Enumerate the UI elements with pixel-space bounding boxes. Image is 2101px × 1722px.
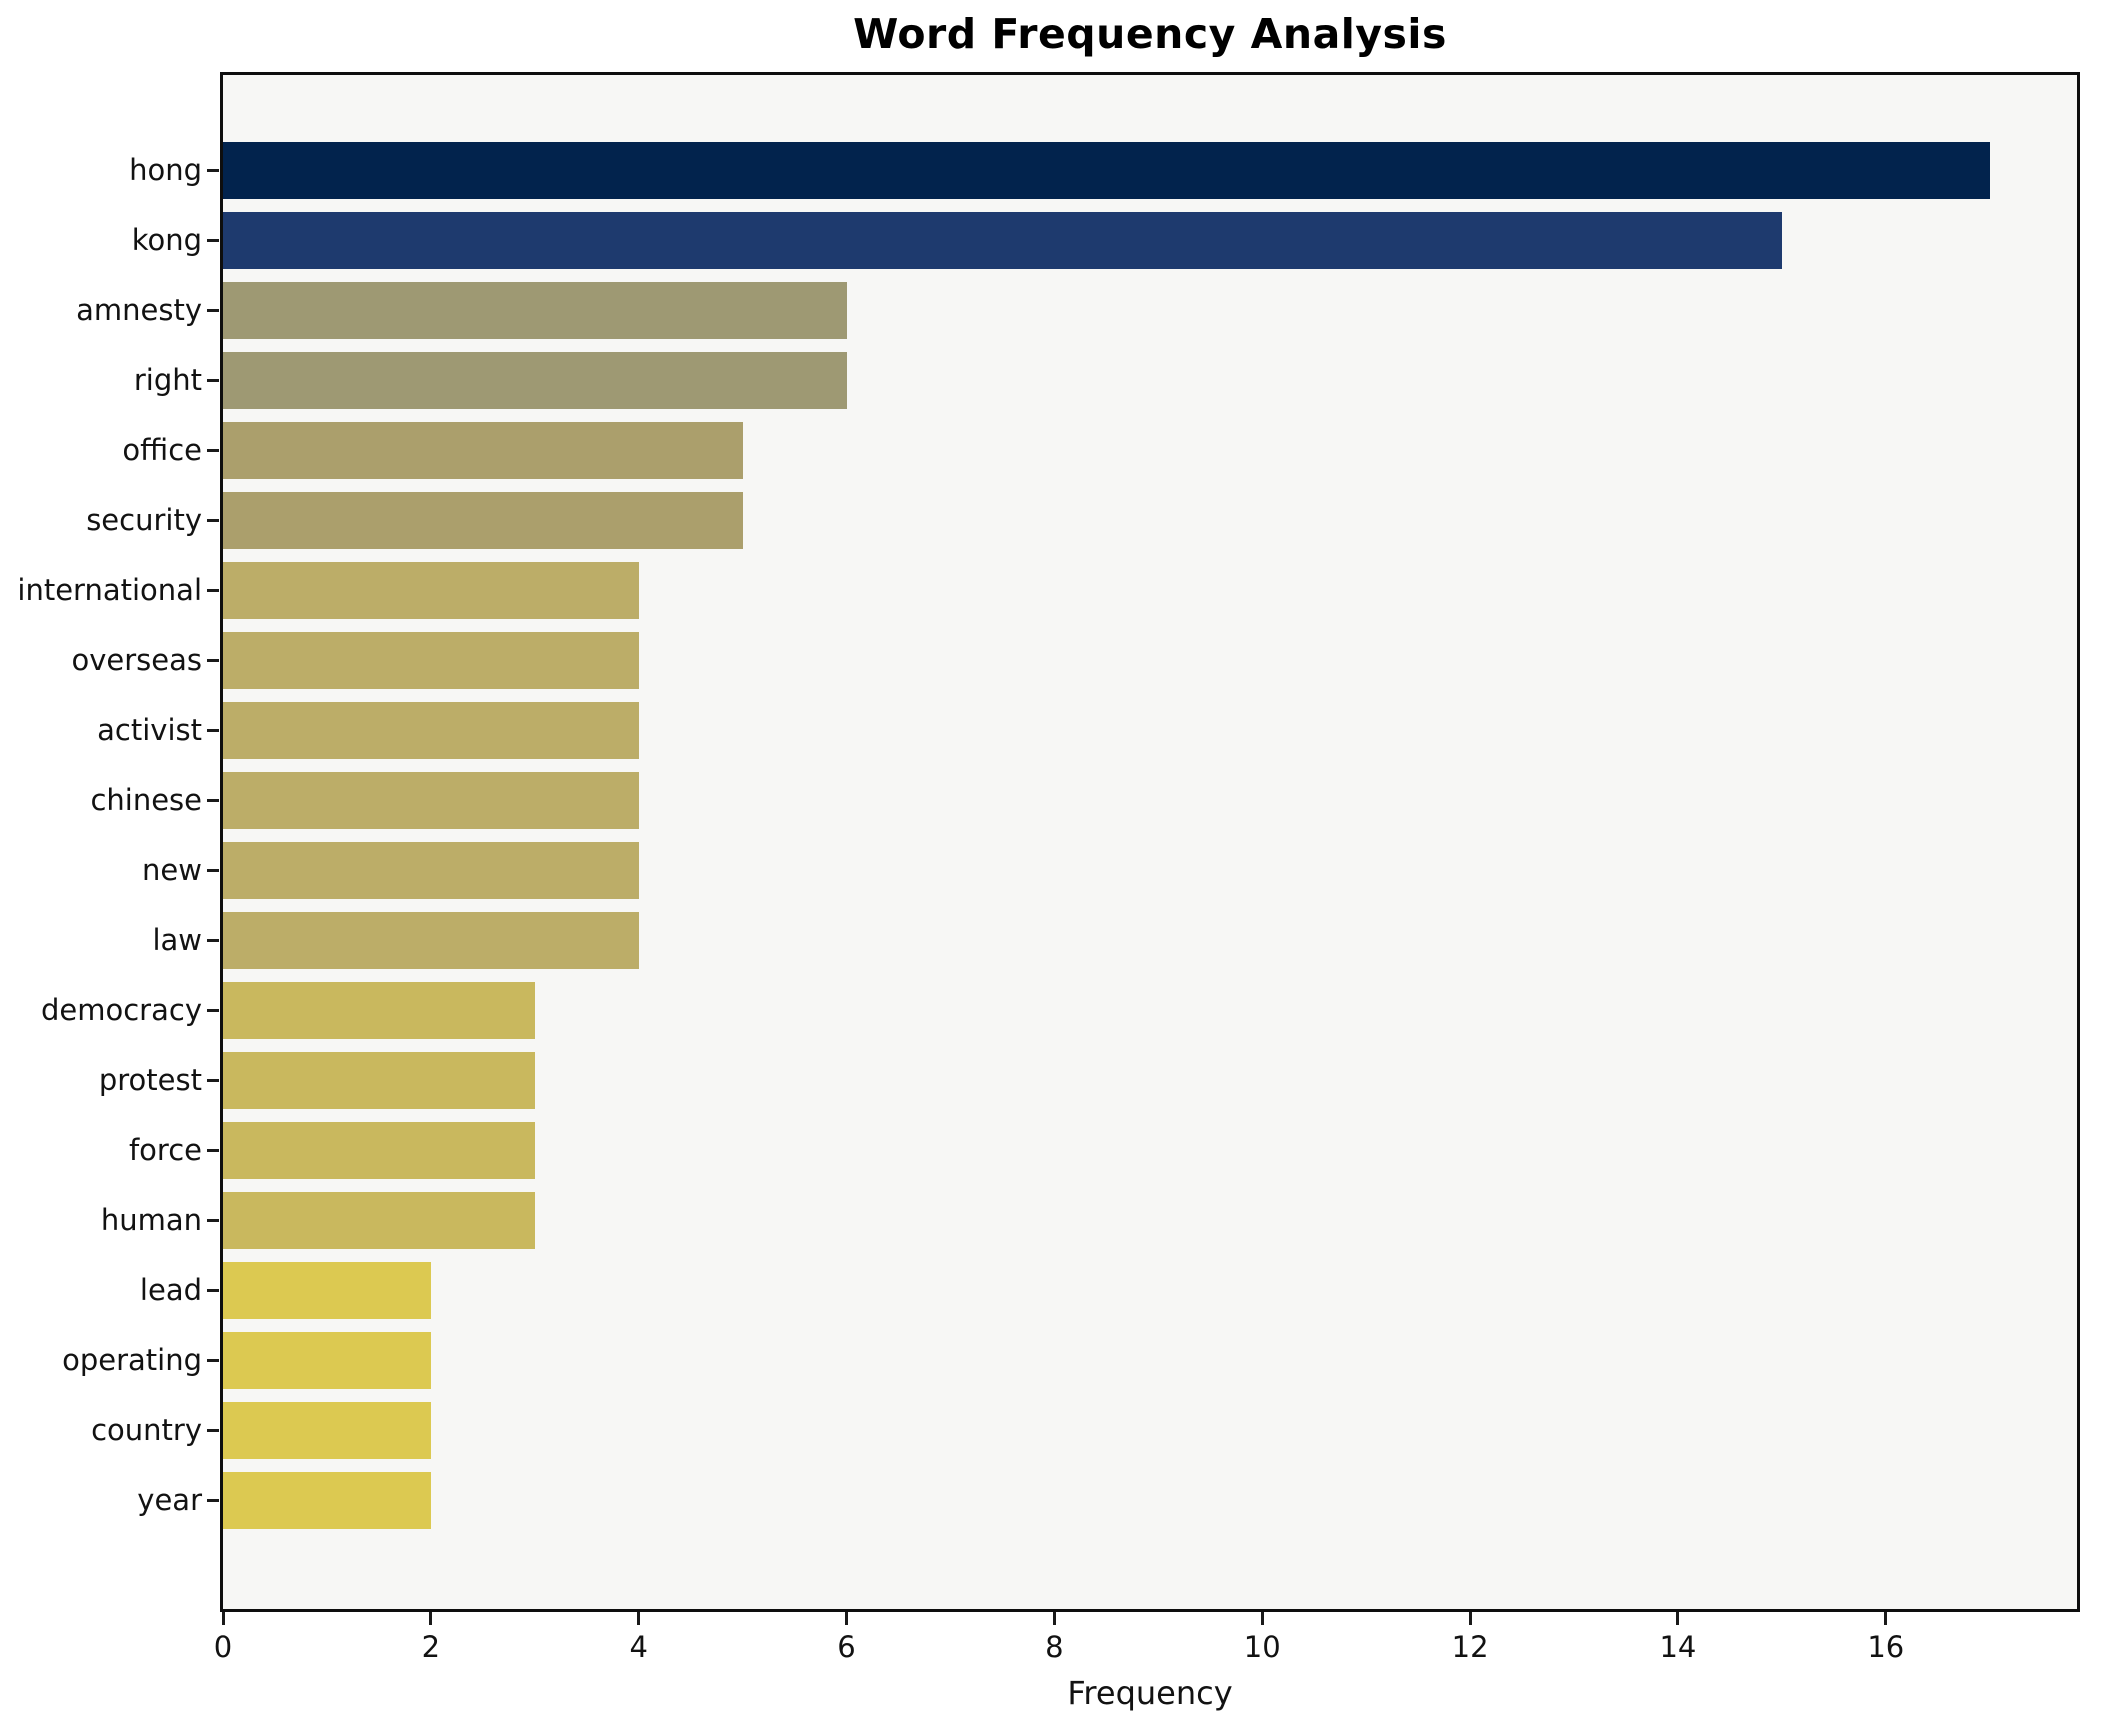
bar-right (223, 351, 847, 409)
plot-area (220, 72, 2080, 1612)
x-tick-label-4: 4 (629, 1630, 648, 1664)
bar-lead (223, 1261, 431, 1319)
bar-force (223, 1121, 535, 1179)
bar-human (223, 1191, 535, 1249)
y-tick-mark (207, 238, 219, 242)
x-tick-mark (1676, 1612, 1680, 1625)
y-tick-label-activist: activist (97, 713, 202, 747)
bar-country (223, 1401, 431, 1459)
bar-protest (223, 1051, 535, 1109)
bar-new (223, 841, 639, 899)
y-tick-mark (207, 1288, 219, 1292)
y-tick-label-hong: hong (129, 153, 202, 187)
x-tick-label-8: 8 (1045, 1630, 1064, 1664)
y-tick-label-human: human (100, 1203, 202, 1237)
bar-law (223, 911, 639, 969)
y-tick-label-security: security (86, 503, 202, 537)
bar-amnesty (223, 281, 847, 339)
y-tick-label-protest: protest (98, 1063, 202, 1097)
bar-chinese (223, 771, 639, 829)
x-tick-mark (221, 1612, 225, 1625)
y-tick-label-new: new (142, 853, 202, 887)
y-tick-label-law: law (152, 923, 202, 957)
y-tick-mark (207, 938, 219, 942)
y-tick-label-international: international (17, 573, 202, 607)
bar-overseas (223, 631, 639, 689)
y-tick-label-chinese: chinese (90, 783, 202, 817)
y-tick-mark (207, 588, 219, 592)
y-tick-mark (207, 448, 219, 452)
chart-title: Word Frequency Analysis (853, 10, 1447, 58)
y-tick-mark (207, 868, 219, 872)
y-tick-label-year: year (137, 1483, 202, 1517)
y-tick-label-democracy: democracy (41, 993, 202, 1027)
bar-operating (223, 1331, 431, 1389)
y-tick-label-force: force (128, 1133, 202, 1167)
y-tick-label-right: right (133, 363, 202, 397)
x-tick-label-12: 12 (1451, 1630, 1489, 1664)
y-tick-mark (207, 1008, 219, 1012)
y-tick-mark (207, 518, 219, 522)
bar-kong (223, 211, 1782, 269)
y-tick-mark (207, 728, 219, 732)
y-tick-mark (207, 378, 219, 382)
y-tick-mark (207, 1428, 219, 1432)
bar-year (223, 1471, 431, 1529)
y-tick-mark (207, 1148, 219, 1152)
x-tick-mark (429, 1612, 433, 1625)
x-tick-label-16: 16 (1867, 1630, 1905, 1664)
bar-activist (223, 701, 639, 759)
x-tick-label-0: 0 (213, 1630, 233, 1664)
x-tick-label-2: 2 (421, 1630, 441, 1664)
bar-hong (223, 141, 1990, 199)
y-tick-label-operating: operating (62, 1343, 202, 1377)
bar-international (223, 561, 639, 619)
x-tick-label-10: 10 (1243, 1630, 1281, 1664)
y-tick-mark (207, 1358, 219, 1362)
y-tick-label-lead: lead (139, 1273, 202, 1307)
x-tick-mark (1052, 1612, 1056, 1625)
x-tick-mark (1260, 1612, 1264, 1625)
y-tick-mark (207, 798, 219, 802)
y-tick-mark (207, 1498, 219, 1502)
y-tick-mark (207, 168, 219, 172)
x-tick-mark (637, 1612, 641, 1625)
y-tick-label-kong: kong (131, 223, 202, 257)
x-tick-mark (845, 1612, 849, 1625)
y-tick-mark (207, 1218, 219, 1222)
bar-security (223, 491, 743, 549)
x-tick-mark (1468, 1612, 1472, 1625)
x-axis-label: Frequency (1067, 1674, 1233, 1712)
x-tick-label-6: 6 (837, 1630, 856, 1664)
y-tick-label-overseas: overseas (71, 643, 203, 677)
bar-office (223, 421, 743, 479)
y-tick-mark (207, 1078, 219, 1082)
x-tick-label-14: 14 (1659, 1630, 1697, 1664)
y-tick-label-country: country (91, 1413, 202, 1447)
y-tick-label-office: office (122, 433, 202, 467)
bar-democracy (223, 981, 535, 1039)
y-tick-mark (207, 658, 219, 662)
x-tick-mark (1884, 1612, 1888, 1625)
y-tick-label-amnesty: amnesty (76, 293, 202, 327)
y-tick-mark (207, 308, 219, 312)
